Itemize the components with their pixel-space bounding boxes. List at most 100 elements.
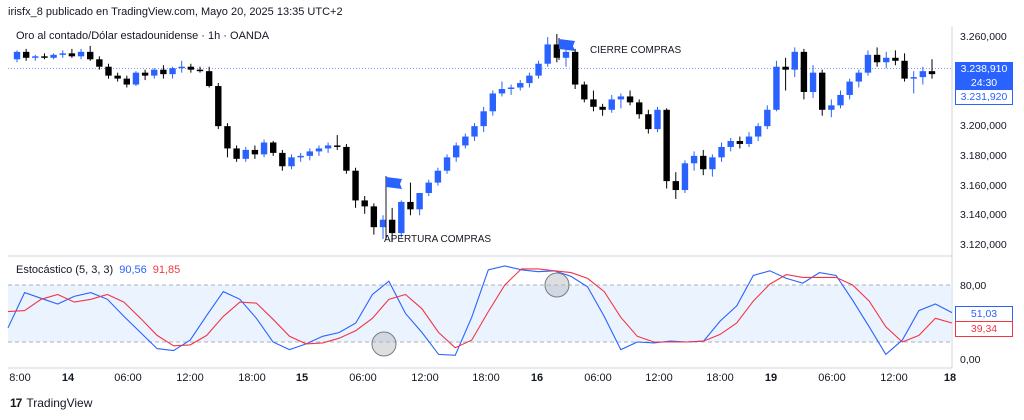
candle-body — [709, 157, 716, 170]
osc-axis-label-80: 80,00 — [960, 280, 987, 292]
candle — [517, 80, 524, 91]
candle — [864, 50, 872, 76]
candle — [96, 56, 103, 70]
candle-body — [745, 136, 753, 144]
candle — [251, 145, 259, 159]
candle-body — [654, 109, 661, 130]
candle — [782, 57, 789, 91]
candle-body — [260, 142, 268, 155]
candle — [626, 90, 634, 106]
candle — [87, 45, 94, 61]
stochastic-legend[interactable]: Estocástico (5, 3, 3) 90,56 91,85 — [16, 264, 180, 276]
candle-body — [846, 81, 853, 95]
candle — [379, 215, 387, 240]
candle-body — [425, 182, 432, 193]
candle — [407, 182, 414, 216]
candle — [453, 142, 460, 162]
candle-body — [645, 114, 652, 130]
candle — [480, 106, 487, 133]
candle — [434, 167, 442, 186]
candle — [425, 179, 432, 196]
buy-close-flag-icon — [559, 39, 575, 51]
buy-open-annotation: APERTURA COMPRAS — [384, 234, 492, 245]
candle-body — [873, 54, 881, 63]
candle — [919, 66, 927, 85]
stochastic-d-line — [7, 268, 953, 349]
price-axis-label: 3.200,000 — [960, 120, 1007, 133]
candle — [663, 108, 670, 189]
candle-body — [297, 155, 304, 158]
candle — [562, 47, 570, 67]
candle — [22, 48, 30, 61]
last-price-badge: 3.238,910 24:30 — [955, 62, 1013, 90]
time-axis-label: 12:00 — [880, 372, 908, 384]
candle — [361, 195, 368, 214]
candle-body — [736, 141, 744, 144]
candle — [910, 71, 917, 94]
candle — [828, 99, 835, 118]
price-axis-label: 3.260,000 — [960, 31, 1007, 43]
candle — [178, 60, 185, 73]
candle — [471, 123, 478, 141]
candle-body — [590, 99, 597, 107]
candlestick-series — [13, 34, 936, 243]
crossover-marker-sell — [544, 272, 570, 298]
time-axis-label: 18:00 — [238, 372, 266, 384]
candle-body — [105, 66, 112, 76]
candle — [809, 65, 817, 98]
candle — [928, 59, 936, 79]
candle — [388, 207, 396, 243]
candle — [41, 53, 48, 60]
candle — [553, 34, 561, 63]
candle — [681, 160, 689, 193]
candle-body — [828, 105, 835, 110]
candle — [105, 63, 112, 79]
time-axis-label: 8:00 — [9, 372, 31, 384]
candle-body — [919, 71, 927, 78]
candle-body — [434, 170, 442, 183]
last-price-value: 3.238,910 — [960, 63, 1008, 75]
stochastic-d-value: 91,85 — [152, 264, 181, 276]
stochastic-k-badge: 51,03 — [955, 306, 1013, 322]
candle-body — [13, 51, 21, 60]
candle — [507, 84, 515, 95]
candle — [13, 50, 21, 63]
ref-price-badge: 3.231,920 — [955, 89, 1013, 105]
candle — [59, 50, 66, 58]
candle-body — [169, 68, 176, 75]
candle-body — [928, 71, 936, 75]
candle-body — [507, 87, 515, 89]
candle-body — [388, 219, 396, 234]
time-axis-label: 16 — [530, 372, 544, 384]
candle — [764, 105, 771, 130]
candle — [526, 72, 533, 88]
candle — [599, 103, 606, 116]
candle-body — [68, 53, 76, 57]
candle-body — [242, 149, 249, 159]
candle-body — [690, 155, 698, 164]
candle — [324, 142, 332, 153]
candle — [443, 154, 451, 174]
candle-body — [379, 219, 387, 228]
candle-body — [32, 56, 39, 58]
candle-body — [498, 89, 506, 94]
candle-body — [571, 51, 579, 85]
price-axis-label: 3.160,000 — [960, 179, 1007, 192]
candle — [791, 47, 798, 78]
symbol-legend[interactable]: Oro al contado/Dólar estadounidense · 1h… — [16, 30, 270, 42]
candle — [32, 54, 39, 61]
candle — [297, 152, 304, 162]
candle-body — [370, 206, 378, 228]
candle — [819, 69, 826, 116]
stochastic-title: Estocástico (5, 3, 3) — [16, 264, 114, 276]
candle-body — [251, 149, 259, 155]
candle-body — [306, 151, 313, 156]
candle — [187, 63, 195, 73]
candle-body — [764, 109, 771, 127]
candle-body — [123, 78, 130, 85]
tradingview-footer[interactable]: 17 TradingView — [10, 396, 92, 410]
candle-body — [215, 86, 222, 127]
candle — [873, 47, 881, 67]
candle — [215, 83, 222, 130]
